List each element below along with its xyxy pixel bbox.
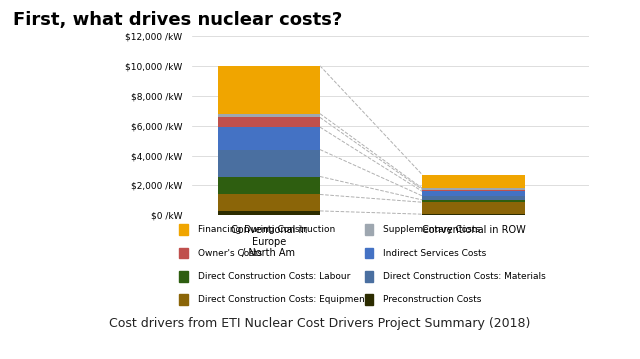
Bar bbox=[422, 175, 525, 188]
Bar bbox=[218, 195, 320, 211]
Bar bbox=[218, 177, 320, 195]
Text: Owner's Costs: Owner's Costs bbox=[198, 248, 262, 258]
Bar bbox=[422, 191, 525, 196]
Bar bbox=[218, 114, 320, 117]
Bar bbox=[422, 196, 525, 200]
Bar bbox=[422, 188, 525, 190]
Bar bbox=[218, 66, 320, 114]
Bar bbox=[422, 200, 525, 202]
Bar bbox=[218, 150, 320, 177]
Bar bbox=[218, 117, 320, 127]
Text: Supplementary Costs: Supplementary Costs bbox=[383, 225, 481, 234]
Text: Cost drivers from ETI Nuclear Cost Drivers Project Summary (2018): Cost drivers from ETI Nuclear Cost Drive… bbox=[109, 317, 531, 330]
Text: Direct Construction Costs: Labour: Direct Construction Costs: Labour bbox=[198, 272, 350, 281]
Text: Offshore nuclear power stations: Offshore nuclear power stations bbox=[242, 346, 398, 356]
Bar bbox=[422, 202, 525, 214]
Text: Preconstruction Costs: Preconstruction Costs bbox=[383, 295, 482, 304]
Bar bbox=[218, 127, 320, 150]
Text: Direct Construction Costs: Materials: Direct Construction Costs: Materials bbox=[383, 272, 546, 281]
Text: First, what drives nuclear costs?: First, what drives nuclear costs? bbox=[13, 11, 342, 29]
Text: N. Touran: N. Touran bbox=[13, 346, 59, 356]
Text: Direct Construction Costs: Equipment: Direct Construction Costs: Equipment bbox=[198, 295, 368, 304]
Bar bbox=[422, 214, 525, 215]
Text: Financing During Construction: Financing During Construction bbox=[198, 225, 335, 234]
Text: 30: 30 bbox=[615, 346, 627, 356]
Bar bbox=[218, 211, 320, 215]
Text: Indirect Services Costs: Indirect Services Costs bbox=[383, 248, 486, 258]
Bar bbox=[422, 190, 525, 191]
